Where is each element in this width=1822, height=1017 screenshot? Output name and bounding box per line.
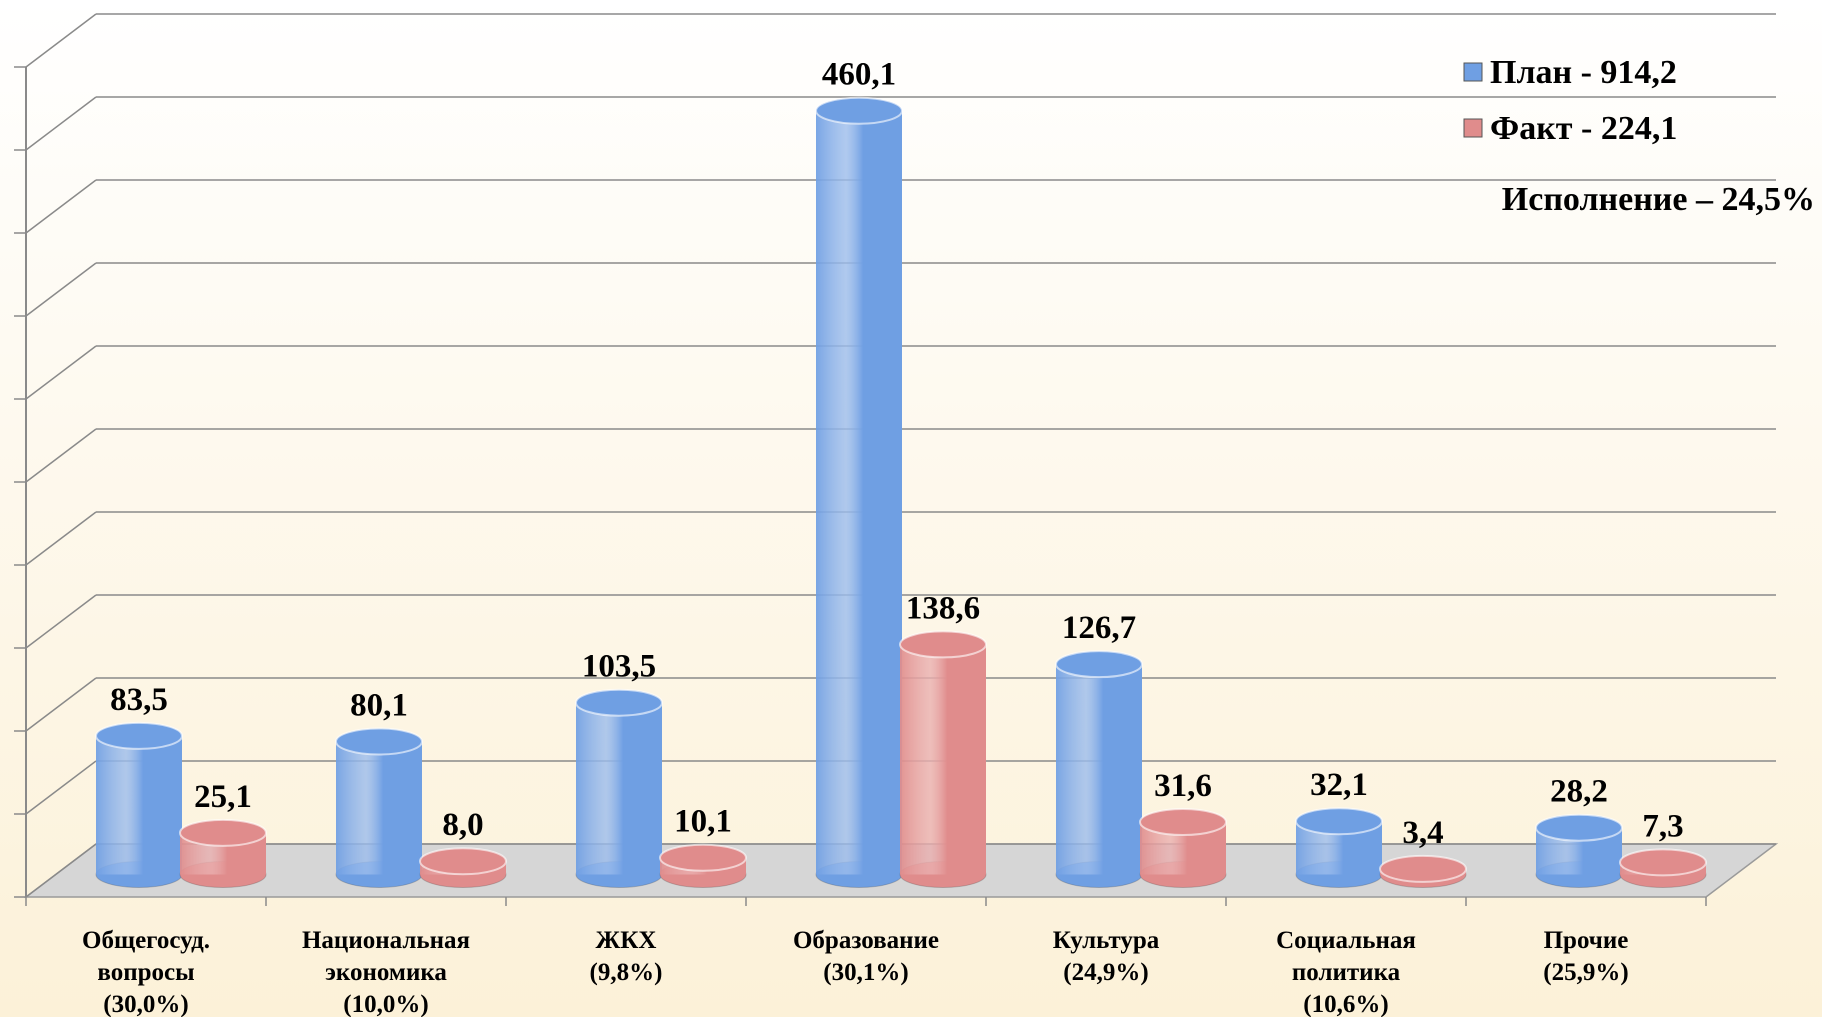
x-tick-label: (30,1%): [823, 959, 908, 986]
bar-shade: [576, 702, 662, 875]
bar: [899, 630, 987, 888]
grid-line-side: [25, 96, 97, 151]
bar-top: [1139, 808, 1227, 837]
value-label: 28,2: [1550, 774, 1608, 810]
x-tick-label: (10,6%): [1303, 991, 1388, 1017]
value-label: 103,5: [582, 649, 656, 685]
bar-shade: [1056, 664, 1142, 875]
value-label: 83,5: [110, 682, 168, 718]
bar-top: [179, 818, 267, 847]
bar: [1139, 808, 1227, 888]
bar: [419, 847, 507, 888]
bar: [1295, 807, 1383, 888]
value-label: 460,1: [822, 57, 896, 93]
annotation: Исполнение – 24,5%: [1502, 181, 1815, 218]
legend-label: План - 914,2: [1490, 54, 1677, 91]
bar-top: [1379, 854, 1467, 883]
bar-top: [815, 96, 903, 125]
bar: [1535, 813, 1623, 888]
bar-top: [335, 727, 423, 756]
grid-line-side: [25, 677, 97, 732]
x-tick-label: Культура: [1053, 927, 1160, 954]
bar-shade: [336, 741, 422, 875]
value-label: 7,3: [1642, 808, 1683, 844]
x-tick-label: Прочие: [1544, 927, 1629, 954]
grid-line-side: [25, 428, 97, 483]
grid-line-side: [25, 13, 97, 68]
bar-top: [1055, 650, 1143, 679]
grid-line-side: [25, 843, 97, 898]
x-tick-label: (25,9%): [1543, 959, 1628, 986]
bar: [815, 96, 903, 888]
x-tick-label: ЖКХ: [596, 927, 657, 954]
x-tick-label: Национальная: [302, 927, 470, 954]
bar-top: [899, 630, 987, 659]
x-tick-label: экономика: [325, 959, 447, 986]
x-tick-label: Общегосуд.: [82, 927, 210, 954]
value-label: 80,1: [350, 688, 408, 724]
bar-shade: [900, 644, 986, 875]
legend-swatch: [1463, 118, 1483, 138]
grid-line-side: [25, 345, 97, 400]
x-tick-label: (9,8%): [590, 959, 663, 986]
grid-line-side: [25, 262, 97, 317]
x-tick-label: политика: [1292, 959, 1401, 986]
grid-line-side: [25, 179, 97, 234]
x-tick-label: (10,0%): [343, 991, 428, 1017]
bar: [659, 843, 747, 888]
bar: [1619, 848, 1707, 888]
grid-line-side: [25, 594, 97, 649]
bar: [575, 688, 663, 888]
value-label: 32,1: [1310, 767, 1368, 803]
bar: [95, 721, 183, 888]
bar-top: [1295, 807, 1383, 836]
grid-line-side: [25, 760, 97, 815]
x-tick-label: Образование: [793, 927, 939, 954]
value-label: 8,0: [442, 807, 483, 843]
x-tick-label: Социальная: [1276, 927, 1416, 954]
value-label: 10,1: [674, 804, 732, 840]
x-tick-label: (24,9%): [1063, 959, 1148, 986]
bar-top: [575, 688, 663, 717]
value-label: 126,7: [1062, 610, 1136, 646]
bar-top: [1619, 848, 1707, 877]
x-tick-label: (30,0%): [103, 991, 188, 1017]
bar: [179, 818, 267, 888]
bar-top: [1535, 813, 1623, 842]
grid-line-side: [25, 511, 97, 566]
value-label: 3,4: [1402, 815, 1443, 851]
bar-top: [659, 843, 747, 872]
value-label: 138,6: [906, 590, 980, 626]
bar: [1379, 854, 1467, 888]
bar: [335, 727, 423, 888]
value-label: 25,1: [194, 779, 252, 815]
x-tick-label: вопросы: [97, 959, 194, 986]
legend-swatch: [1463, 62, 1483, 82]
bar-shade: [96, 735, 182, 875]
value-label: 31,6: [1154, 768, 1212, 804]
bar-top: [419, 847, 507, 876]
legend-label: Факт - 224,1: [1490, 110, 1677, 147]
bar-top: [95, 721, 183, 750]
bar: [1055, 650, 1143, 888]
bar-shade: [816, 110, 902, 875]
